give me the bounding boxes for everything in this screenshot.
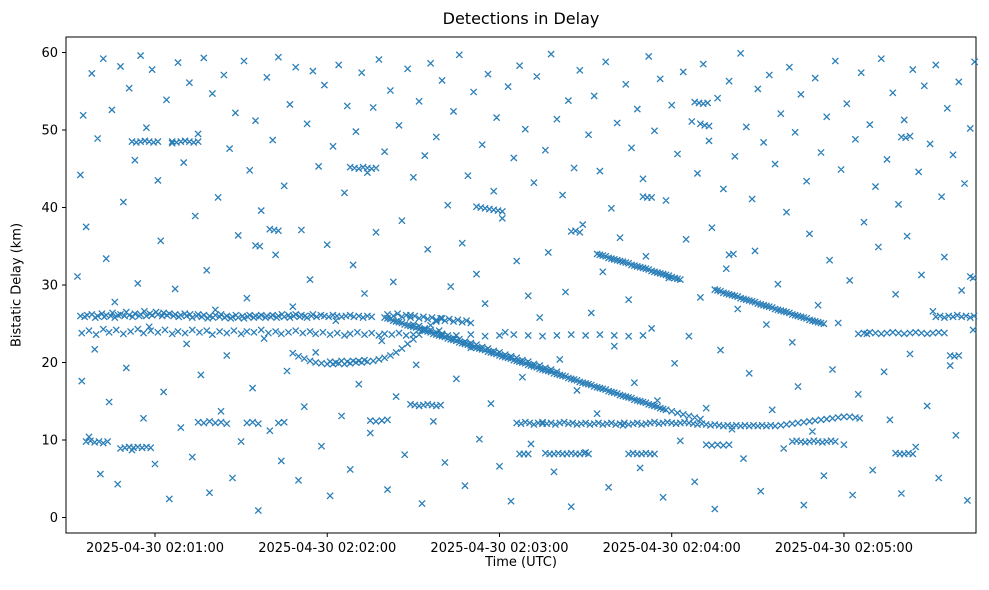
y-tick-label: 50 <box>41 124 58 139</box>
x-tick-label: 2025-04-30 02:01:00 <box>86 541 224 556</box>
x-tick-label: 2025-04-30 02:03:00 <box>430 541 568 556</box>
y-tick-label: 30 <box>41 279 58 294</box>
y-tick-label: 40 <box>41 201 58 216</box>
y-tick-label: 60 <box>41 46 58 61</box>
scatter-points <box>73 49 979 515</box>
y-tick-label: 10 <box>41 434 58 449</box>
x-axis-label: Time (UTC) <box>485 555 557 570</box>
chart-title: Detections in Delay <box>442 9 600 28</box>
y-tick-label: 20 <box>41 356 58 371</box>
x-tick-label: 2025-04-30 02:04:00 <box>603 541 741 556</box>
x-tick-label: 2025-04-30 02:05:00 <box>775 541 913 556</box>
axes-frame <box>65 36 977 534</box>
x-tick-label: 2025-04-30 02:02:00 <box>258 541 396 556</box>
y-axis-label: Bistatic Delay (km) <box>9 222 25 348</box>
y-tick-label: 0 <box>50 511 58 526</box>
